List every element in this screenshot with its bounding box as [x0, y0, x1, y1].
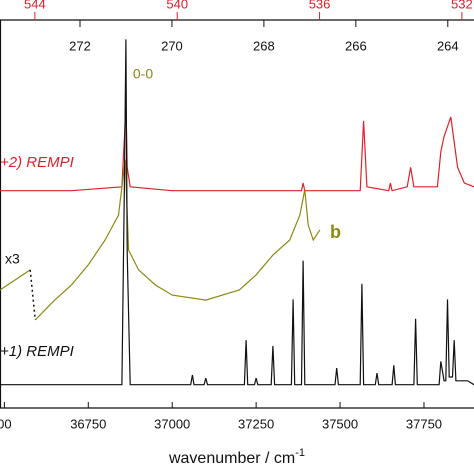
spectrum-line [0, 39, 474, 386]
top-tick-label: 532 [451, 0, 473, 11]
top-tick-label: 272 [69, 38, 91, 53]
annotation: 0-0 [133, 66, 153, 82]
series-label: b [330, 222, 341, 242]
x-tick-label: 36750 [70, 416, 106, 431]
top-tick-label: 540 [166, 0, 188, 11]
series-label: +1) REMPI [0, 343, 74, 360]
top-tick-label: 264 [437, 38, 459, 53]
x-tick-label: 37000 [154, 416, 190, 431]
annotation: x3 [5, 251, 20, 267]
top-tick-label: 266 [345, 38, 367, 53]
x-tick-label: 37750 [406, 416, 442, 431]
top-tick-label: 544 [24, 0, 46, 11]
spectrum-line [0, 159, 321, 321]
scale-connector [29, 269, 36, 320]
x-axis-label-main: wavenumber / cm [168, 450, 295, 467]
top-tick-label: 268 [253, 38, 275, 53]
x-tick-label: 37250 [238, 416, 274, 431]
top-tick-label: 270 [161, 38, 183, 53]
x-tick-label: 37500 [322, 416, 358, 431]
x-axis-label-sup: -1 [295, 447, 305, 459]
x-tick-label: 00 [0, 416, 12, 431]
top-tick-label: 536 [309, 0, 331, 11]
series-label: +2) REMPI [0, 154, 74, 171]
x-axis-label: wavenumber / cm-1 [168, 447, 305, 467]
spectrum-line [0, 105, 474, 192]
